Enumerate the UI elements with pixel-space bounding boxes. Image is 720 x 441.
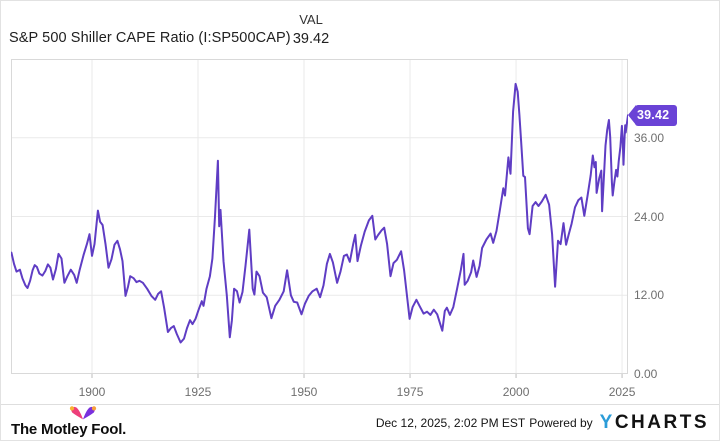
- footer-attribution: Dec 12, 2025, 2:02 PM EST Powered by YCH…: [376, 413, 709, 432]
- last-value-badge: 39.42: [628, 104, 678, 126]
- chart-title: S&P 500 Shiller CAPE Ratio (I:SP500CAP): [9, 30, 291, 46]
- ycharts-logo: YCHARTS: [600, 413, 709, 432]
- cape-ratio-line-chart: [11, 59, 628, 378]
- data-timestamp: Dec 12, 2025, 2:02 PM EST: [375, 415, 526, 430]
- x-axis-label: 2025: [608, 385, 636, 399]
- val-current-value: 39.42: [292, 31, 330, 47]
- jester-cap-icon: [69, 405, 97, 419]
- footer-bar: The Motley Fool. Dec 12, 2025, 2:02 PM E…: [1, 404, 719, 440]
- ycharts-logo-y: Y: [599, 412, 615, 433]
- badge-value: 39.42: [635, 104, 678, 126]
- x-axis-label: 1925: [184, 385, 212, 399]
- x-axis-label: 1975: [396, 385, 424, 399]
- y-axis-label: 0.00: [634, 367, 658, 381]
- powered-by-label: Powered by: [529, 415, 593, 430]
- y-axis-label: 36.00: [634, 130, 665, 145]
- x-axis-label: 1950: [290, 385, 318, 399]
- badge-arrow-icon: [628, 105, 636, 126]
- y-axis-label: 12.00: [634, 288, 665, 303]
- chart-plot-area: [11, 59, 628, 380]
- motley-fool-logo: The Motley Fool.: [11, 403, 126, 441]
- x-axis-label: 1900: [78, 385, 106, 399]
- motley-fool-wordmark: The Motley Fool.: [11, 420, 127, 438]
- val-column-header: VAL: [299, 12, 323, 27]
- x-axis-label: 2000: [502, 385, 530, 399]
- ycharts-logo-rest: CHARTS: [614, 412, 709, 433]
- y-axis-label: 24.00: [634, 209, 665, 224]
